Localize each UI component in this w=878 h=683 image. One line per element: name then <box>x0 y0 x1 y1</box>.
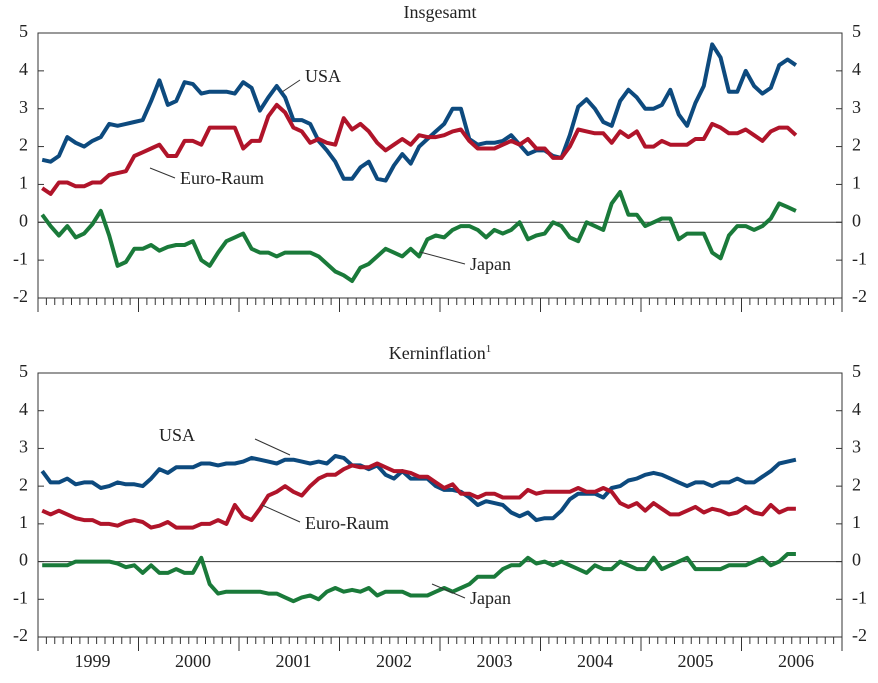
y-tick-label: 0 <box>19 550 28 570</box>
panel-title-text: Kerninflation <box>389 343 486 363</box>
y2-tick-label: 5 <box>852 361 861 381</box>
series-label: Euro-Raum <box>180 168 264 188</box>
y-tick-label: 3 <box>19 437 28 457</box>
series-line <box>41 42 798 183</box>
y2-tick-label: -1 <box>852 587 867 607</box>
panel-title-text: Insgesamt <box>404 2 477 22</box>
y-tick-label: 2 <box>19 474 28 494</box>
footnote-marker: 1 <box>486 343 492 355</box>
y2-tick-label: -1 <box>852 248 867 268</box>
y-tick-label: -2 <box>13 286 28 306</box>
y2-tick-label: 3 <box>852 97 861 117</box>
series-label: USA <box>159 425 195 445</box>
series-label: Euro-Raum <box>305 513 389 533</box>
y2-tick-label: 1 <box>852 173 861 193</box>
x-tick-label: 2000 <box>175 651 211 671</box>
y-tick-label: 4 <box>19 399 28 419</box>
x-tick-label: 2001 <box>275 651 311 671</box>
plot-frame <box>37 372 843 638</box>
label-leader <box>261 504 301 523</box>
y-tick-label: -1 <box>13 248 28 268</box>
y2-tick-label: -2 <box>852 625 867 645</box>
y2-tick-label: -2 <box>852 286 867 306</box>
label-leader <box>281 79 301 93</box>
label-leader <box>419 251 466 265</box>
x-tick-label: 1999 <box>74 651 110 671</box>
y2-tick-label: 2 <box>852 135 861 155</box>
x-tick-label: 2004 <box>577 651 613 671</box>
y2-tick-label: 5 <box>852 21 861 41</box>
y-tick-label: 1 <box>19 173 28 193</box>
x-tick-label: 2005 <box>677 651 713 671</box>
label-leader <box>431 583 466 599</box>
y2-tick-label: 3 <box>852 437 861 457</box>
y-tick-label: 5 <box>19 361 28 381</box>
x-tick-label: 2003 <box>476 651 512 671</box>
label-leader <box>254 438 291 456</box>
series-line <box>41 461 796 530</box>
series-line <box>40 190 797 283</box>
panel-title: Kerninflation1 <box>389 343 491 364</box>
y2-tick-label: 1 <box>852 512 861 532</box>
panel-title: Insgesamt <box>404 2 477 22</box>
x-tick-label: 2006 <box>778 651 814 671</box>
y2-tick-label: 2 <box>852 474 861 494</box>
series-label: Japan <box>470 588 511 608</box>
x-tick-label: 2002 <box>376 651 412 671</box>
series-label: Japan <box>470 254 511 274</box>
y2-tick-label: 4 <box>852 399 861 419</box>
y2-tick-label: 0 <box>852 550 861 570</box>
series-label: USA <box>305 66 341 86</box>
y2-tick-label: 4 <box>852 59 861 79</box>
y2-tick-label: 0 <box>852 210 861 230</box>
y-tick-label: -1 <box>13 587 28 607</box>
label-leader <box>149 167 176 179</box>
y-tick-label: 0 <box>19 210 28 230</box>
y-tick-label: 5 <box>19 21 28 41</box>
y-tick-label: 2 <box>19 135 28 155</box>
y-tick-label: -2 <box>13 625 28 645</box>
y-tick-label: 1 <box>19 512 28 532</box>
y-tick-label: 4 <box>19 59 28 79</box>
series-line <box>41 102 798 196</box>
y-tick-label: 3 <box>19 97 28 117</box>
series-line <box>42 552 796 604</box>
